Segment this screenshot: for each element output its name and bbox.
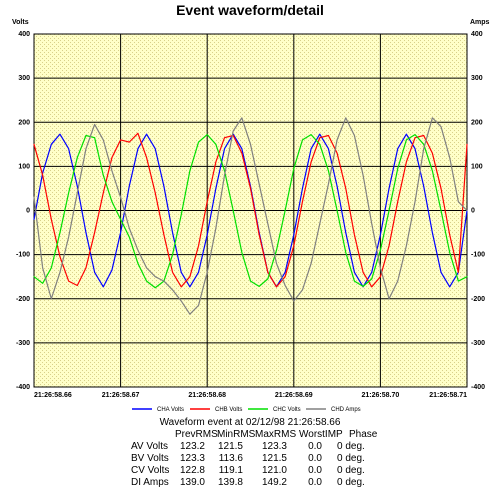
row-label: AV Volts: [131, 441, 169, 452]
axis-ticks: 400 400 300 300 200 200 100 100 0 0 -100 -100 -200 -2…: [16, 31, 485, 399]
cha-volts-legend-label: CHA Volts: [157, 407, 184, 413]
phase-value: 0 deg.: [337, 441, 365, 452]
phase-value: 0 deg.: [337, 477, 365, 488]
left-y-tick-label: 0: [26, 208, 30, 215]
chc-volts-legend-label: CHC Volts: [273, 407, 301, 413]
chd-amps-legend-label: CHD Amps: [331, 407, 361, 413]
minrms-header: MinRMS: [217, 429, 256, 440]
worstimp-value: 0.0: [308, 453, 322, 464]
worstimp-value: 0.0: [308, 477, 322, 488]
right-y-tick-label: 100: [471, 163, 483, 170]
right-y-axis-unit: Amps: [470, 19, 490, 26]
left-y-tick-label: -300: [16, 340, 30, 347]
x-tick-label: 21:26:58.71: [429, 392, 467, 399]
x-tick-label: 21:26:58.70: [362, 392, 400, 399]
summary-row-bv-volts: BV Volts 123.3 113.6 121.5 0.0 0 deg.: [131, 453, 391, 465]
chb-volts-series-line: [33, 132, 468, 288]
minrms-value: 113.6: [218, 453, 243, 464]
chd-amps-series-line: [33, 117, 468, 315]
prevrms-value: 139.0: [179, 477, 205, 488]
worstimp-value: 0.0: [308, 465, 322, 476]
chart-title: Event waveform/detail: [176, 2, 324, 18]
chc-volts-series-line: [33, 134, 468, 289]
left-y-tick-label: 100: [18, 163, 30, 170]
summary-row-di-amps: DI Amps 139.0 139.8 149.2 0.0 0 deg.: [131, 477, 391, 489]
right-y-tick-label: 200: [471, 119, 483, 126]
right-y-tick-label: -300: [471, 340, 485, 347]
waveform-event-caption: Waveform event at 02/12/98 21:26:58.66: [159, 417, 341, 428]
minrms-value: 119.1: [218, 465, 243, 476]
left-y-tick-label: 300: [18, 75, 30, 82]
x-tick-label: 21:26:58.67: [102, 392, 140, 399]
maxrms-value: 149.2: [261, 477, 287, 488]
right-y-tick-label: 400: [471, 31, 483, 38]
right-y-tick-label: 300: [471, 75, 483, 82]
right-y-tick-label: 0: [471, 208, 475, 215]
grid-lines: [34, 34, 467, 387]
x-tick-label: 21:26:58.69: [275, 392, 313, 399]
prevrms-value: 122.8: [179, 465, 205, 476]
minrms-value: 139.8: [217, 477, 243, 488]
row-label: DI Amps: [131, 477, 169, 488]
maxrms-value: 121.0: [261, 465, 287, 476]
x-tick-label: 21:26:58.66: [34, 392, 72, 399]
maxrms-header: MaxRMS: [255, 429, 297, 440]
maxrms-value: 121.5: [261, 453, 287, 464]
row-label: BV Volts: [131, 453, 169, 464]
worstimp-header: WorstIMP: [299, 429, 343, 440]
left-y-axis-unit: Volts: [12, 19, 29, 26]
prevrms-value: 123.3: [179, 453, 205, 464]
right-y-tick-label: -400: [471, 384, 485, 391]
left-y-tick-label: -100: [16, 252, 30, 259]
worstimp-value: 0.0: [308, 441, 322, 452]
prevrms-value: 123.2: [179, 441, 205, 452]
maxrms-value: 123.3: [261, 441, 287, 452]
chart-legend: CHA Volts CHB Volts CHC Volts CHD Amps: [132, 407, 361, 413]
right-y-tick-label: -100: [471, 252, 485, 259]
waveform-series: [33, 117, 468, 315]
left-y-tick-label: -400: [16, 384, 30, 391]
phase-value: 0 deg.: [337, 453, 365, 464]
minrms-value: 121.5: [217, 441, 243, 452]
summary-row-cv-volts: CV Volts 122.8 119.1 121.0 0.0 0 deg.: [131, 465, 391, 477]
phase-header: Phase: [349, 429, 378, 440]
left-y-tick-label: 200: [18, 119, 30, 126]
left-y-tick-label: -200: [16, 296, 30, 303]
left-y-tick-label: 400: [18, 31, 30, 38]
prevrms-header: PrevRMS: [175, 429, 218, 440]
right-y-tick-label: -200: [471, 296, 485, 303]
chb-volts-legend-label: CHB Volts: [215, 407, 242, 413]
summary-row-av-volts: AV Volts 123.2 121.5 123.3 0.0 0 deg.: [131, 441, 391, 453]
phase-value: 0 deg.: [337, 465, 365, 476]
x-tick-label: 21:26:58.68: [188, 392, 226, 399]
summary-header-row: PrevRMS MinRMS MaxRMS WorstIMP Phase: [175, 429, 405, 441]
row-label: CV Volts: [131, 465, 170, 476]
